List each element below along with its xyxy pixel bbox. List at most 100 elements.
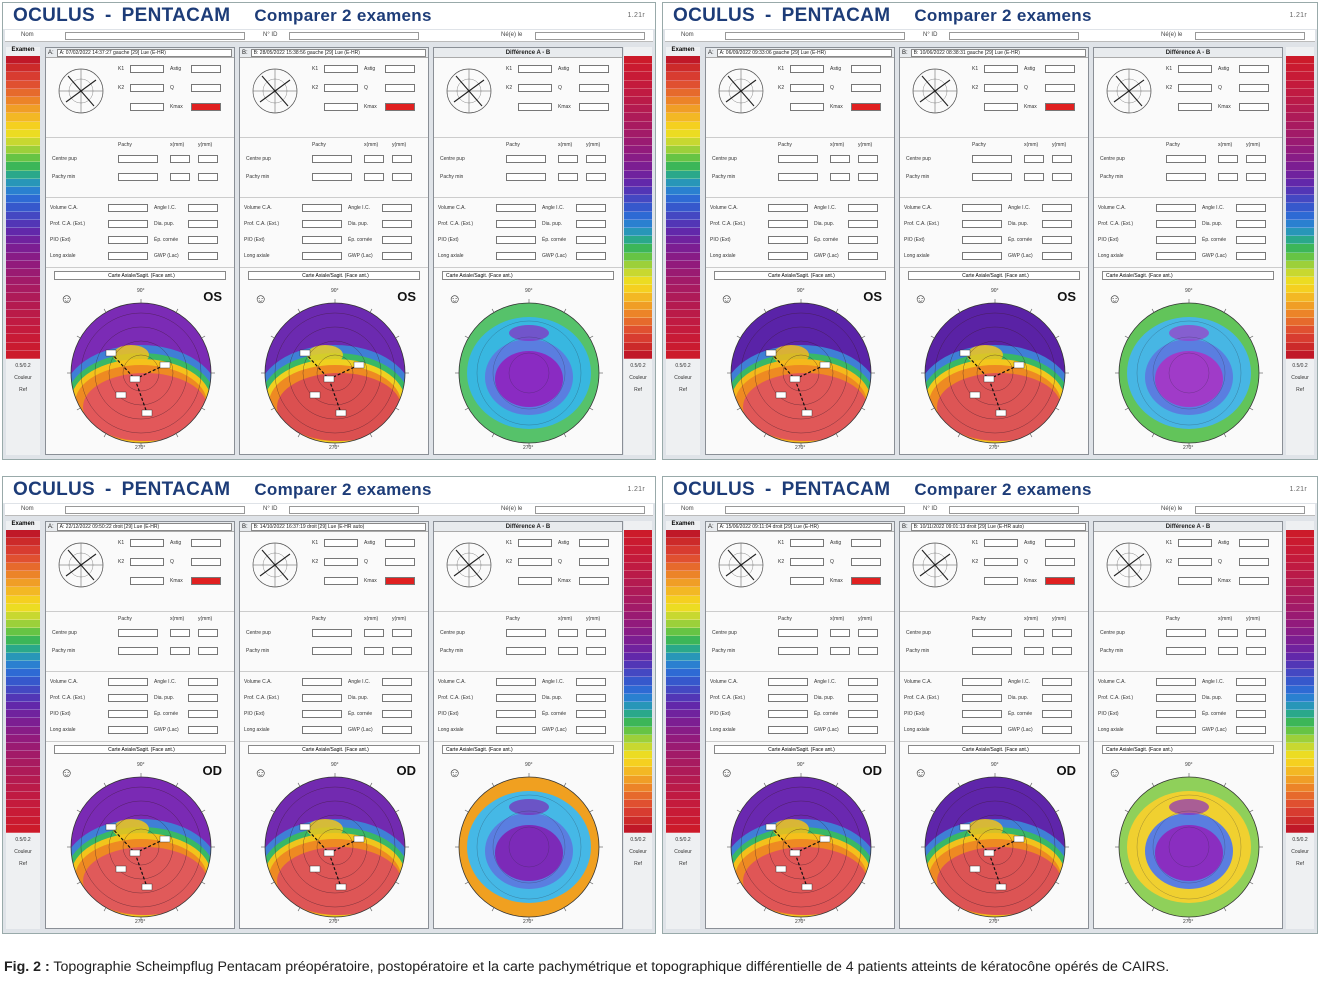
scale-step: 0.5/0.2 [15, 836, 31, 843]
scale-color-button[interactable]: Couleur [674, 848, 692, 855]
exam-selector[interactable]: A: 07/02/2022 14:37:27 gauche [29] Lue (… [56, 48, 232, 57]
map-type-select[interactable]: Carte Axiale/Sagit. (Face ant.) [908, 271, 1080, 280]
map-type-select[interactable]: Carte Axiale/Sagit. (Face ant.) [442, 271, 614, 280]
topography-map[interactable]: ☺ OD 90° 270° [46, 757, 234, 927]
exam-selector[interactable]: B: 14/10/2022 16:37:19 droit [29] Lue (E… [250, 522, 426, 531]
scale-ref-button[interactable]: Ref [634, 860, 642, 867]
topography-map[interactable]: ☺ OS 90° 270° [46, 283, 234, 453]
map-type-select[interactable]: Carte Axiale/Sagit. (Face ant.) [442, 745, 614, 754]
pachy-header: Pachy [118, 142, 132, 148]
scale-band [6, 636, 40, 645]
k2-value [1178, 84, 1212, 92]
map-type-select[interactable]: Carte Axiale/Sagit. (Face ant.) [248, 271, 420, 280]
map-type-select[interactable]: Carte Axiale/Sagit. (Face ant.) [54, 745, 226, 754]
scale-band [1286, 252, 1314, 261]
window-title: OCULUS - PENTACAM Comparer 2 examens 1.21r [3, 3, 655, 29]
scale-color-button[interactable]: Couleur [14, 848, 32, 855]
difference-map[interactable]: ☺ 90° 270° [1094, 283, 1282, 453]
k2-label: K2 [778, 85, 785, 91]
patient-icon[interactable]: ☺ [60, 291, 74, 306]
scale-ref-button[interactable]: Ref [1296, 860, 1304, 867]
map-type-select[interactable]: Carte Axiale/Sagit. (Face ant.) [248, 745, 420, 754]
patient-icon[interactable]: ☺ [60, 765, 74, 780]
scale-ref-button[interactable]: Ref [1296, 386, 1304, 393]
scale-band [6, 767, 40, 776]
kmax-value [1045, 577, 1075, 585]
scale-ref-button[interactable]: Ref [679, 386, 687, 393]
deg-90-label: 90° [137, 288, 145, 294]
pachy-min-label: Pachy min [1100, 174, 1124, 180]
difference-map[interactable]: ☺ 90° 270° [434, 757, 622, 927]
patient-icon[interactable]: ☺ [1108, 291, 1122, 306]
scale-band [6, 211, 40, 220]
scale-band [1286, 137, 1314, 147]
scale-band [1286, 227, 1314, 237]
pachymetry-block: Pachy x(mm) y(mm) Centre pup Pachy min [1094, 612, 1282, 672]
patient-icon[interactable]: ☺ [1108, 765, 1122, 780]
scale-color-button[interactable]: Couleur [1291, 848, 1309, 855]
scale-band [1286, 603, 1314, 612]
scale-ref-button[interactable]: Ref [19, 386, 27, 393]
exam-selector[interactable]: B: 10/06/2022 08:38:31 gauche [29] Lue (… [910, 48, 1086, 57]
exam-selector[interactable]: B: 28/05/2022 15:38:56 gauche [29] Lue (… [250, 48, 426, 57]
k2-label: K2 [778, 559, 785, 565]
topography-map[interactable]: ☺ OS 90° 270° [900, 283, 1088, 453]
exam-selector[interactable]: A: 15/06/2022 09:11:04 droit [29] Lue (E… [716, 522, 892, 531]
map-svg [261, 773, 409, 921]
map-type-select[interactable]: Carte Axiale/Sagit. (Face ant.) [1102, 745, 1274, 754]
centre-pup-value [778, 629, 818, 637]
scale-band [6, 260, 40, 269]
map-type-select[interactable]: Carte Axiale/Sagit. (Face ant.) [714, 745, 886, 754]
k2-label: K2 [118, 85, 125, 91]
scale-band [1286, 554, 1314, 563]
scale-ref-button[interactable]: Ref [19, 860, 27, 867]
scale-color-button[interactable]: Couleur [1291, 374, 1309, 381]
difference-map[interactable]: ☺ 90° 270° [434, 283, 622, 453]
centre-pup-label: Centre pup [440, 630, 465, 636]
scale-band [666, 187, 700, 196]
scale-band [666, 203, 700, 212]
patient-icon[interactable]: ☺ [720, 765, 734, 780]
id-field [949, 32, 1079, 40]
iop-value [1156, 236, 1196, 244]
exam-selector[interactable]: B: 10/11/2022 09:01:13 droit [29] Lue (E… [910, 522, 1086, 531]
patient-icon[interactable]: ☺ [720, 291, 734, 306]
map-type-select[interactable]: Carte Axiale/Sagit. (Face ant.) [1102, 271, 1274, 280]
patient-icon[interactable]: ☺ [254, 291, 268, 306]
volume-secondary-label: Angle I.C. [1202, 205, 1224, 211]
scale-ref-button[interactable]: Ref [634, 386, 642, 393]
eye-label: OS [203, 289, 222, 304]
topography-map[interactable]: ☺ OD 90° 270° [240, 757, 428, 927]
scale-band [6, 546, 40, 555]
patient-icon[interactable]: ☺ [448, 765, 462, 780]
scale-color-button[interactable]: Couleur [629, 848, 647, 855]
patient-icon[interactable]: ☺ [914, 765, 928, 780]
pachymetry-block: Pachy x(mm) y(mm) Centre pup Pachy min [1094, 138, 1282, 198]
map-type-select[interactable]: Carte Axiale/Sagit. (Face ant.) [714, 271, 886, 280]
patient-icon[interactable]: ☺ [914, 291, 928, 306]
topography-map[interactable]: ☺ OD 90° 270° [706, 757, 894, 927]
scale-band [6, 530, 40, 539]
deg-90-label: 90° [991, 288, 999, 294]
scale-color-button[interactable]: Couleur [674, 374, 692, 381]
exam-selector[interactable]: A: 22/12/2022 09:50:22 droit [29] Lue (E… [56, 522, 232, 531]
scale-color-button[interactable]: Couleur [629, 374, 647, 381]
scale-color-button[interactable]: Couleur [14, 374, 32, 381]
topography-map[interactable]: ☺ OS 90° 270° [240, 283, 428, 453]
patient-icon[interactable]: ☺ [254, 765, 268, 780]
volume-secondary-value [848, 678, 878, 686]
map-type-select[interactable]: Carte Axiale/Sagit. (Face ant.) [54, 271, 226, 280]
scale-ref-button[interactable]: Ref [679, 860, 687, 867]
scale-band [666, 195, 700, 204]
topography-map[interactable]: ☺ OS 90° 270° [706, 283, 894, 453]
patient-icon[interactable]: ☺ [448, 291, 462, 306]
scale-band [1286, 244, 1314, 253]
iop-label: PIO (Ext) [438, 237, 459, 243]
map-type-select[interactable]: Carte Axiale/Sagit. (Face ant.) [908, 745, 1080, 754]
id-field [949, 506, 1079, 514]
q-label: Q [364, 85, 368, 91]
exam-selector[interactable]: A: 06/09/2022 09:33:06 gauche [29] Lue (… [716, 48, 892, 57]
topography-map[interactable]: ☺ OD 90° 270° [900, 757, 1088, 927]
k-mean-value [984, 577, 1018, 585]
difference-map[interactable]: ☺ 90° 270° [1094, 757, 1282, 927]
